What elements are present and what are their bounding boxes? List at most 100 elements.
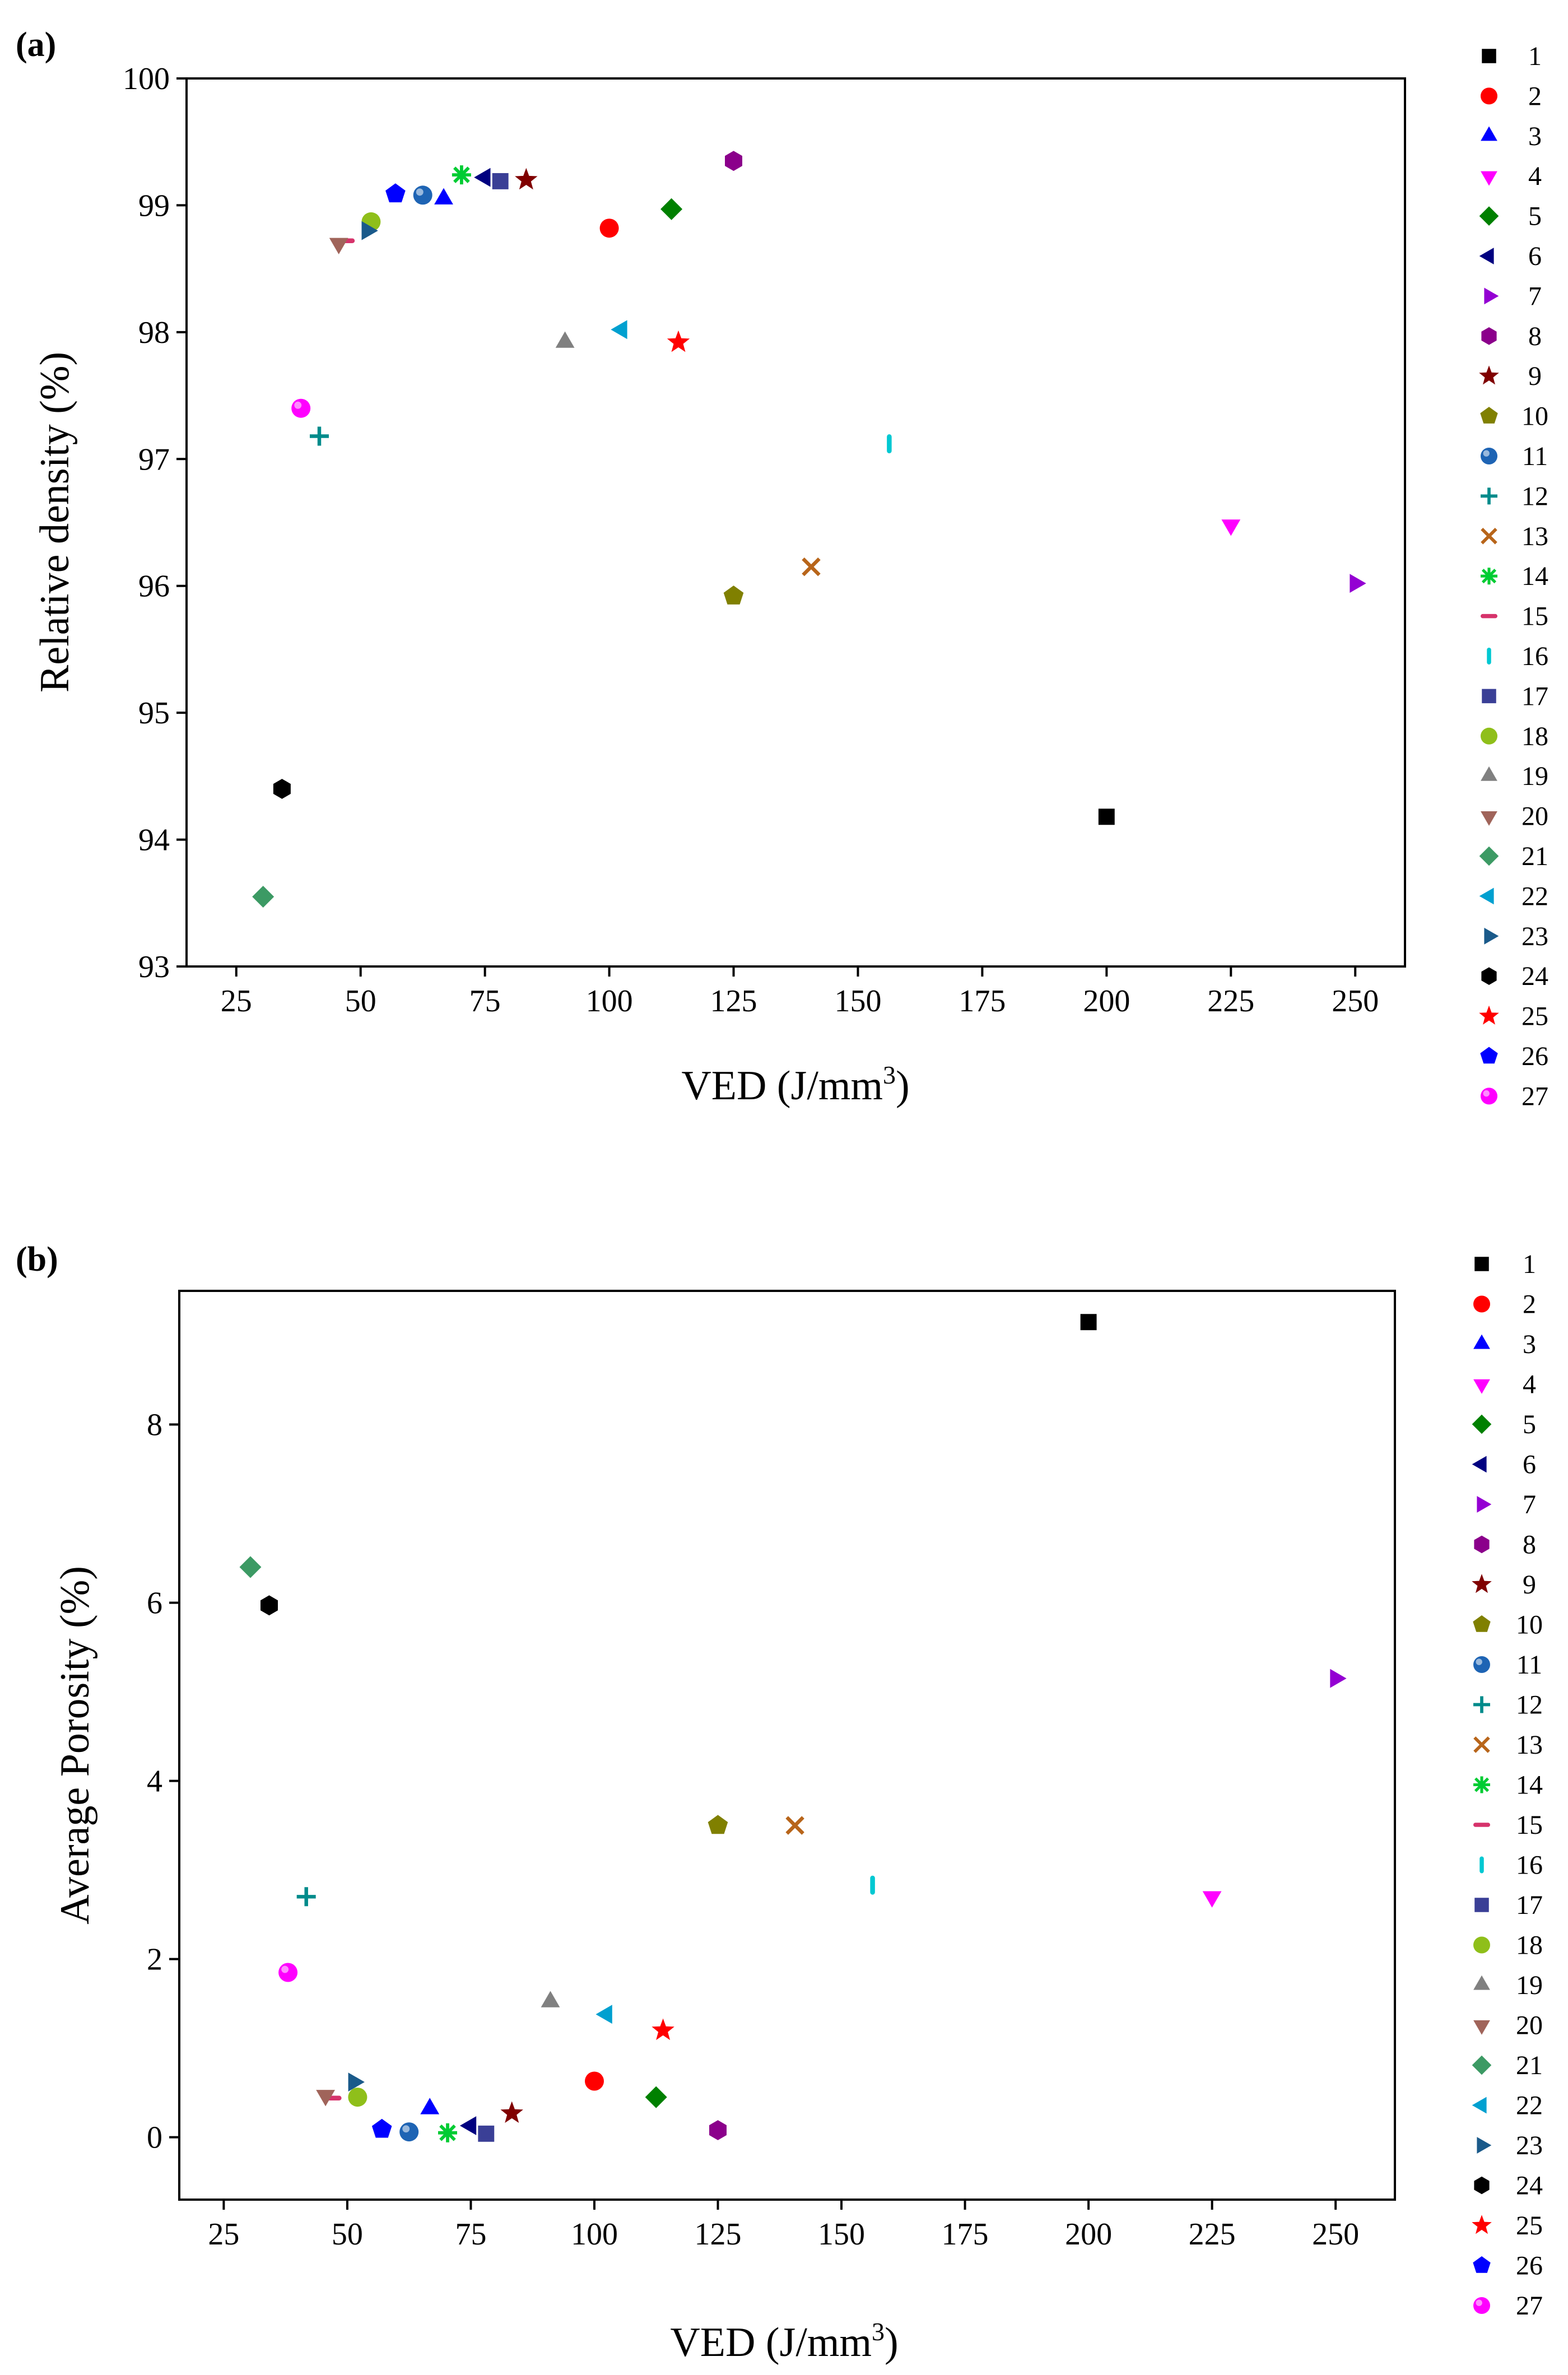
legend-item-24: 24 [1481, 961, 1548, 991]
data-point-13 [802, 557, 821, 577]
legend-marker-1 [1474, 1257, 1489, 1271]
legend-item-13: 13 [1481, 522, 1548, 551]
legend-label: 23 [1516, 2131, 1543, 2160]
legend-item-25: 25 [1472, 2211, 1543, 2241]
legend-marker-6 [1479, 248, 1494, 264]
data-point-27 [291, 398, 311, 418]
legend-item-21: 21 [1472, 2051, 1543, 2080]
legend-item-6: 6 [1479, 241, 1542, 271]
y-tick-label: 95 [138, 696, 170, 731]
panel-a-x-axis: 25 50 75 100 125 150 175 200 225 250 [221, 966, 1379, 1019]
y-tick-label: 93 [138, 950, 170, 984]
legend-label: 19 [1522, 761, 1548, 791]
legend-label: 11 [1522, 441, 1548, 471]
data-point-7 [1350, 574, 1366, 593]
legend-label: 13 [1522, 522, 1548, 551]
legend-item-19: 19 [1481, 761, 1548, 791]
legend-item-12: 12 [1473, 1690, 1543, 1720]
legend-marker-2 [1473, 1295, 1490, 1313]
data-point-7 [1330, 1668, 1347, 1688]
legend-marker-26 [1480, 1047, 1498, 1064]
x-tick-label: 225 [1207, 984, 1254, 1019]
legend-label: 18 [1516, 1931, 1543, 1960]
legend-marker-10 [1473, 1615, 1491, 1632]
legend-marker-13 [1473, 1736, 1490, 1753]
data-point-19 [541, 1991, 560, 2007]
legend-label: 9 [1523, 1570, 1536, 1600]
legend-item-3: 3 [1473, 1330, 1536, 1359]
x-tick-label: 250 [1312, 2217, 1359, 2252]
data-point-13 [785, 1816, 804, 1835]
data-point-9 [500, 2101, 523, 2123]
legend-item-20: 20 [1481, 802, 1548, 831]
legend-label: 5 [1528, 202, 1542, 231]
panel-a-label: (a) [16, 26, 56, 64]
legend-item-23: 23 [1484, 922, 1548, 951]
legend-label: 6 [1528, 241, 1542, 271]
panel-b-label: (b) [16, 1240, 58, 1279]
y-tick-label: 98 [138, 315, 170, 350]
legend-marker-12 [1473, 1696, 1490, 1713]
panel-b-y-axis: 0 2 4 6 8 [147, 1408, 179, 2155]
x-tick-label: 200 [1065, 2217, 1112, 2252]
data-point-11 [399, 2122, 419, 2142]
legend-marker-24 [1474, 2176, 1490, 2195]
x-tick-label: 150 [818, 2217, 865, 2252]
legend-marker-25 [1479, 1005, 1499, 1025]
legend-item-9: 9 [1479, 361, 1542, 391]
legend-marker-22 [1479, 887, 1494, 905]
legend-label: 3 [1523, 1330, 1536, 1359]
x-tick-label: 250 [1332, 984, 1379, 1019]
legend-label: 6 [1523, 1450, 1536, 1480]
panel-b-plot-frame [178, 1290, 1396, 2201]
legend-label: 9 [1528, 361, 1542, 391]
legend-label: 2 [1528, 81, 1542, 111]
data-point-2 [585, 2071, 604, 2091]
data-point-16 [870, 1875, 875, 1895]
data-point-14 [452, 165, 471, 185]
legend-label: 19 [1516, 1970, 1543, 2000]
legend-marker-23 [1477, 2137, 1492, 2154]
panel-a-y-axis-title: Relative density (%) [32, 352, 78, 692]
data-point-12 [310, 426, 329, 446]
data-point-25 [667, 330, 690, 352]
y-tick-label: 4 [147, 1764, 162, 1799]
legend-label: 27 [1522, 1081, 1548, 1111]
panel-a-legend: 1234567891011121314151617181920212223242… [1479, 41, 1548, 1111]
data-point-4 [1221, 519, 1241, 536]
legend-marker-27 [1481, 1087, 1497, 1105]
legend-marker-24 [1481, 967, 1497, 985]
y-tick-label: 99 [138, 188, 170, 223]
legend-label: 14 [1516, 1770, 1543, 1800]
data-point-24 [260, 1595, 278, 1616]
data-point-1 [1080, 1314, 1097, 1331]
panel-b-points [239, 1314, 1347, 2142]
legend-marker-21 [1472, 2055, 1492, 2075]
legend-item-24: 24 [1474, 2171, 1543, 2201]
legend-marker-8 [1481, 327, 1497, 345]
y-tick-label: 6 [147, 1586, 162, 1621]
legend-item-11: 11 [1473, 1650, 1542, 1680]
legend-label: 16 [1516, 1851, 1543, 1880]
x-tick-label: 50 [345, 984, 376, 1019]
data-point-17 [492, 173, 509, 189]
data-point-20 [316, 2090, 335, 2107]
x-tick-label: 50 [332, 2217, 363, 2252]
legend-marker-11 [1481, 448, 1497, 464]
legend-label: 13 [1516, 1730, 1543, 1760]
y-tick-label: 94 [138, 823, 170, 858]
legend-item-9: 9 [1472, 1570, 1536, 1600]
legend-marker-7 [1477, 1496, 1492, 1513]
data-point-19 [555, 331, 575, 348]
legend-item-4: 4 [1481, 161, 1542, 191]
panel-a: (a) 25 50 75 100 125 150 175 200 225 250 93949596… [16, 26, 1548, 1111]
legend-item-13: 13 [1473, 1730, 1543, 1760]
data-point-26 [385, 183, 406, 203]
legend-marker-7 [1484, 287, 1499, 305]
legend-label: 5 [1523, 1410, 1536, 1439]
legend-label: 16 [1522, 642, 1548, 671]
legend-marker-26 [1473, 2256, 1491, 2273]
y-tick-label: 0 [147, 2121, 162, 2155]
legend-item-27: 27 [1473, 2291, 1543, 2321]
